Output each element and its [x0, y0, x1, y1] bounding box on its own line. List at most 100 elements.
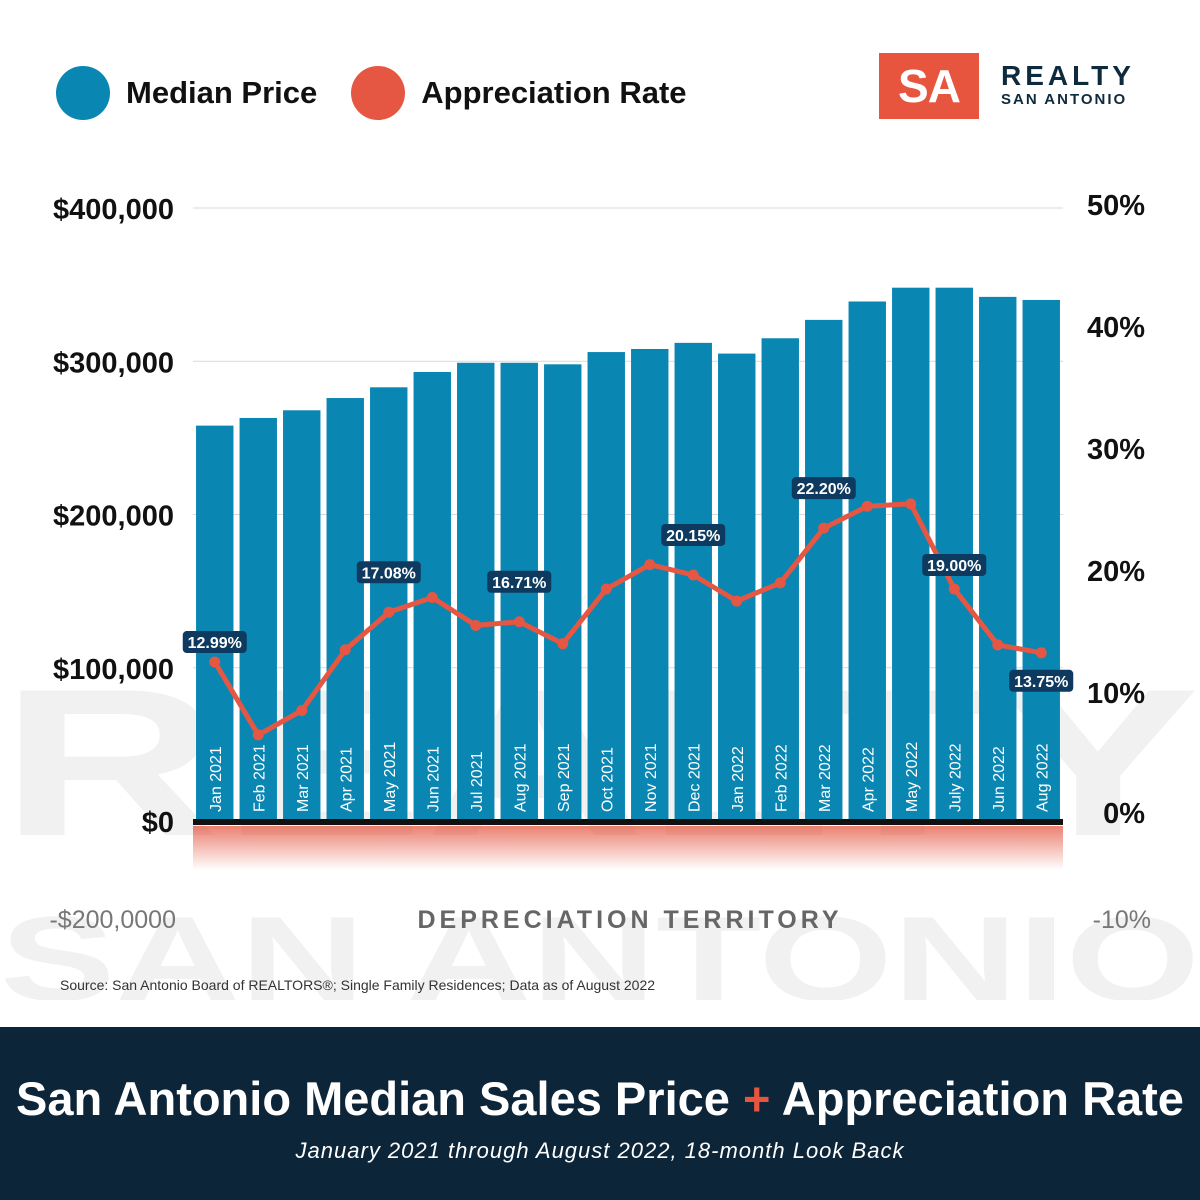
depreciation-label: DEPRECIATION TERRITORY — [417, 906, 842, 934]
brand-sub: SAN ANTONIO — [1001, 91, 1128, 108]
line-data-label: 20.15% — [661, 523, 726, 546]
data-label-bg — [356, 561, 421, 584]
bar — [631, 348, 669, 821]
line-data-label: 12.99% — [182, 631, 247, 654]
zero-axis-line — [193, 819, 1063, 825]
line-data-label: 19.00% — [922, 553, 987, 576]
bar — [805, 319, 843, 821]
line-series — [209, 498, 1047, 741]
bar — [544, 364, 582, 821]
data-label-bg — [182, 631, 247, 654]
line-point — [774, 577, 786, 589]
line-point — [861, 500, 873, 512]
x-tick-label: Jan 2022 — [730, 746, 747, 812]
line-point — [339, 644, 351, 656]
x-tick-label: Jan 2021 — [208, 746, 225, 812]
line-point — [1035, 647, 1047, 659]
line-point — [818, 522, 830, 534]
line-point — [905, 498, 917, 510]
x-tick-label: Jun 2022 — [991, 746, 1008, 812]
brand-logo: SA REALTY SAN ANTONIO — [879, 53, 1135, 119]
bar — [718, 353, 756, 821]
x-tick-label: Apr 2022 — [860, 747, 877, 812]
bar — [892, 287, 930, 821]
y-right-tick-label: 10% — [1087, 678, 1145, 710]
depreciation-zone — [193, 826, 1063, 870]
x-tick-label: Sep 2021 — [556, 743, 573, 812]
line-point — [209, 656, 221, 668]
bar — [326, 398, 364, 821]
data-label-bg — [791, 477, 856, 500]
data-label-text: 17.08% — [362, 565, 416, 582]
x-tick-label: Jul 2021 — [469, 751, 486, 812]
bar — [239, 417, 277, 821]
line-data-label: 13.75% — [1009, 669, 1074, 692]
x-tick-label: Jun 2021 — [425, 746, 442, 812]
appreciation-line — [212, 501, 1042, 738]
line-point — [513, 616, 525, 628]
y-axis-right: 50% 40% 30% 20% 10% 0% -10% — [1087, 190, 1151, 934]
line-point — [296, 705, 308, 717]
y-left-tick-label: $400,000 — [53, 194, 174, 226]
data-label-text: 16.71% — [492, 575, 546, 592]
y-left-tick-label: $0 — [142, 807, 174, 839]
line-point — [948, 583, 960, 595]
bar — [196, 425, 234, 821]
brand-name: REALTY — [1001, 60, 1135, 91]
data-label-text: 22.20% — [797, 481, 851, 498]
legend-item-median-price: Median Price — [56, 66, 317, 120]
watermark-text: SAN ANTONIO — [0, 892, 1200, 1000]
data-label-bg — [661, 523, 726, 546]
footer-title-part1: San Antonio Median Sales Price — [16, 1072, 730, 1125]
legend-label: Median Price — [126, 75, 318, 110]
y-left-tick-label: $100,000 — [53, 654, 174, 686]
footer: San Antonio Median Sales Price + Appreci… — [0, 1027, 1200, 1200]
legend-swatch-median-price — [56, 66, 110, 120]
brand-text: REALTY SAN ANTONIO — [1001, 62, 1135, 110]
data-label-bg — [487, 570, 552, 593]
x-tick-label: May 2022 — [904, 742, 921, 812]
x-tick-label: Aug 2021 — [512, 743, 529, 812]
x-tick-label: Mar 2022 — [817, 744, 834, 812]
line-data-label: 22.20% — [791, 477, 856, 500]
x-tick-label: Nov 2021 — [643, 743, 660, 812]
bar — [457, 362, 495, 821]
x-tick-label: Oct 2021 — [599, 747, 616, 812]
line-data-labels: 12.99% 17.08% 16.71% 20.15% 22.20% 19.00% 13.7… — [182, 477, 1074, 692]
x-tick-label: Mar 2021 — [295, 744, 312, 812]
y-right-tick-label: 20% — [1087, 556, 1145, 588]
data-label-bg — [1009, 669, 1074, 692]
footer-title-part2: Appreciation Rate — [781, 1072, 1184, 1125]
x-tick-label: Dec 2021 — [686, 743, 703, 812]
x-tick-label: Aug 2022 — [1034, 743, 1051, 812]
y-left-tick-label: $300,000 — [53, 347, 174, 379]
bar — [848, 301, 886, 821]
bar — [1022, 299, 1060, 821]
source-note: Source: San Antonio Board of REALTORS®; … — [60, 977, 656, 993]
x-tick-label: Feb 2022 — [773, 744, 790, 812]
data-label-text: 19.00% — [927, 558, 981, 575]
line-point — [470, 619, 482, 631]
footer-title: San Antonio Median Sales Price + Appreci… — [0, 1071, 1200, 1126]
y-right-tick-label: 0% — [1103, 798, 1145, 830]
x-tick-label: Feb 2021 — [251, 744, 268, 812]
bar — [370, 387, 408, 821]
data-label-text: 20.15% — [666, 528, 720, 545]
line-data-label: 16.71% — [487, 570, 552, 593]
data-label-bg — [922, 553, 987, 576]
line-point — [687, 569, 699, 581]
y-right-tick-label: 30% — [1087, 434, 1145, 466]
line-point — [252, 729, 264, 741]
line-data-label: 17.08% — [356, 561, 421, 584]
bar — [283, 410, 321, 821]
y-left-bottom-label: -$200,0000 — [49, 906, 176, 934]
legend-item-appreciation-rate: Appreciation Rate — [351, 66, 687, 120]
line-point — [383, 606, 395, 618]
footer-subtitle: January 2021 through August 2022, 18-mon… — [295, 1138, 905, 1163]
y-left-tick-label: $200,000 — [53, 501, 174, 533]
x-tick-label: Apr 2021 — [338, 747, 355, 812]
data-label-text: 12.99% — [188, 635, 242, 652]
line-point — [426, 591, 438, 603]
grid — [193, 207, 1063, 669]
